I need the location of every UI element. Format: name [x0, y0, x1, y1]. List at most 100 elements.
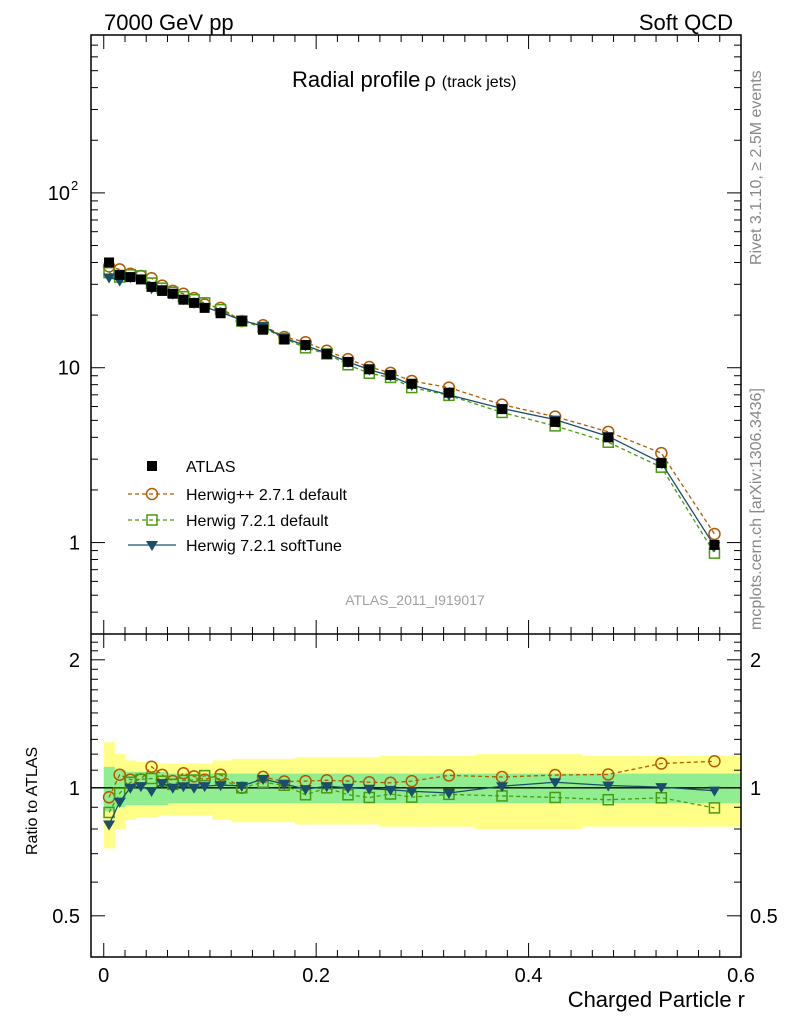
data-point	[104, 257, 115, 268]
ratio-point	[235, 781, 248, 792]
data-point	[655, 446, 668, 460]
ratio-point	[278, 780, 291, 791]
ratio-point	[214, 781, 227, 792]
rivet-version-text: Rivet 3.1.10, ≥ 2.5M events	[748, 70, 765, 265]
y-tick-label: 10	[58, 358, 80, 380]
ratio-point	[363, 784, 376, 795]
plot-frame	[90, 34, 742, 958]
header-left: 7000 GeV pp	[104, 10, 234, 35]
ratio-point	[188, 783, 201, 794]
x-tick-label: 0.6	[727, 965, 755, 987]
data-point	[146, 281, 157, 292]
data-point	[279, 334, 290, 345]
ratio-point	[496, 782, 509, 793]
ratio-point	[156, 779, 169, 790]
ratio-point	[708, 755, 721, 768]
data-point	[199, 302, 210, 313]
data-point	[135, 274, 146, 285]
data-point	[258, 324, 269, 335]
ratio-point	[708, 786, 721, 797]
ratio-point	[442, 789, 455, 800]
mcplots-reference-text: mcplots.cern.ch [arXiv:1306.3436]	[748, 388, 765, 630]
ratio-point	[655, 757, 668, 770]
data-point	[215, 308, 226, 319]
ratio-point	[145, 787, 158, 798]
ratio-point	[177, 782, 190, 793]
ratio-point	[602, 781, 615, 792]
data-point	[300, 339, 311, 350]
data-point	[114, 269, 125, 280]
data-point	[103, 273, 116, 284]
chart-title-suffix: (track jets)	[442, 74, 517, 91]
data-point	[709, 539, 720, 550]
ratio-point	[145, 760, 158, 774]
data-point	[364, 364, 375, 375]
ratio-y-axis-label: Ratio to ATLAS	[24, 747, 41, 855]
main-plot-series	[102, 257, 721, 559]
data-point	[656, 458, 667, 469]
data-point	[385, 369, 396, 380]
legend-label: Herwig++ 2.7.1 default	[186, 487, 348, 504]
data-point	[157, 285, 168, 296]
data-point	[178, 294, 189, 305]
data-point	[443, 387, 454, 398]
ratio-point	[549, 791, 561, 804]
ratio-point	[299, 785, 312, 796]
ratio-point	[342, 783, 355, 794]
data-point	[321, 348, 332, 359]
data-point	[236, 316, 247, 327]
analysis-watermark: ATLAS_2011_I919017	[345, 592, 485, 608]
ratio-y-tick-label: 0.5	[52, 906, 80, 928]
ratio-y-tick-label: 2	[69, 650, 80, 672]
ratio-point	[198, 782, 211, 793]
y-tick-label-exponent: 2	[71, 178, 78, 193]
x-tick-label: 0.2	[302, 965, 330, 987]
ratio-series-line	[108, 760, 715, 798]
data-point	[167, 288, 178, 299]
ratio-point	[384, 785, 397, 796]
data-point	[189, 297, 200, 308]
x-axis-label: Charged Particle r	[568, 987, 745, 1012]
y-tick-label: 1	[69, 533, 80, 555]
ratio-point	[257, 775, 270, 786]
ratio-y-tick-label: 1	[69, 778, 80, 800]
ratio-point	[113, 768, 126, 781]
data-point	[343, 356, 354, 367]
data-point	[125, 272, 136, 283]
header-right: Soft QCD	[639, 10, 733, 35]
ratio-point	[320, 782, 333, 793]
legend-label: ATLAS	[186, 459, 236, 476]
ratio-band-inner	[103, 766, 115, 812]
ratio-point	[113, 797, 126, 808]
series-line	[108, 272, 716, 554]
data-point	[497, 404, 508, 415]
ratio-uncertainty-bands	[103, 742, 742, 849]
ratio-point	[134, 782, 147, 793]
ratio-point	[708, 802, 721, 814]
ratio-point	[655, 783, 668, 794]
ratio-point	[166, 783, 179, 794]
data-point	[550, 416, 561, 427]
chart-title: Radial profile ρ (track jets)	[292, 67, 516, 92]
ratio-plot-series	[91, 755, 741, 831]
ratio-y-tick-label-right: 2	[750, 650, 761, 672]
ratio-point	[124, 783, 137, 794]
ratio-point	[103, 820, 116, 831]
ratio-point	[405, 774, 419, 788]
legend-marker	[145, 487, 159, 501]
ratio-point	[198, 769, 211, 782]
y-tick-label: 10	[48, 183, 70, 205]
legend-label: Herwig 7.2.1 default	[186, 513, 329, 530]
ratio-point	[442, 769, 456, 782]
series-line	[108, 265, 715, 535]
ratio-point	[602, 793, 614, 806]
ratio-y-tick-label-right: 1	[750, 778, 761, 800]
series-line	[108, 276, 715, 547]
data-point	[708, 527, 721, 541]
legend-marker	[146, 541, 158, 551]
legend-marker	[146, 514, 158, 526]
legend: ATLAS Herwig++ 2.7.1 default Herwig 7.2.1 …	[128, 459, 348, 555]
x-tick-label: 0.4	[515, 965, 543, 987]
ratio-point	[549, 778, 562, 789]
